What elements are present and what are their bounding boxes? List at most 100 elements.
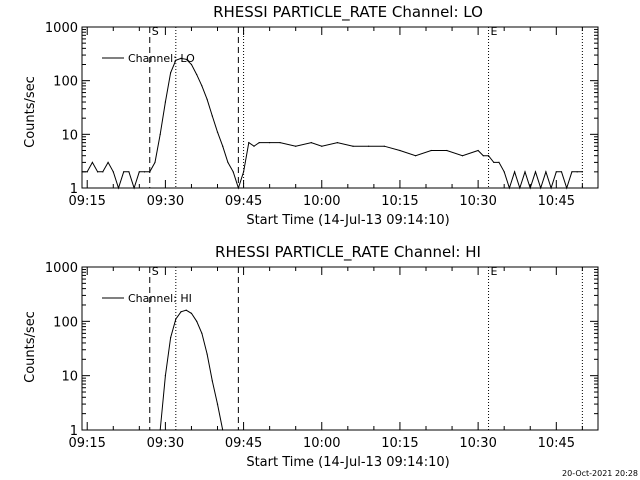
data-point (461, 155, 464, 157)
data-point (91, 161, 94, 163)
x-tick-label: 09:15 (68, 194, 105, 209)
x-tick-label: 09:45 (225, 436, 262, 451)
data-point (180, 311, 182, 313)
data-point (534, 171, 537, 173)
data-point (430, 149, 432, 152)
data-point (368, 145, 370, 147)
data-point (232, 171, 234, 173)
data-point (206, 353, 208, 355)
data-point (143, 171, 146, 173)
x-tick-label: 10:45 (538, 436, 575, 451)
data-point (514, 171, 516, 173)
y-tick-label: 1 (70, 182, 78, 197)
data-point (237, 187, 239, 189)
data-point (196, 320, 198, 322)
data-point (258, 142, 260, 144)
data-point (310, 142, 312, 144)
data-point (201, 332, 203, 334)
data-point (102, 171, 104, 173)
data-point (164, 375, 166, 377)
data-point (550, 187, 552, 189)
data-point (201, 85, 203, 87)
data-point (185, 309, 187, 311)
data-point (211, 115, 213, 117)
data-point (216, 131, 219, 133)
data-point (211, 380, 213, 382)
event-marker-label: E (491, 25, 498, 38)
data-point (123, 171, 125, 173)
event-marker-label: S (152, 25, 159, 38)
data-point (222, 429, 224, 431)
y-tick-label: 1000 (45, 261, 78, 276)
x-tick-label: 10:30 (459, 194, 496, 209)
data-point (175, 318, 177, 320)
data-point (524, 171, 526, 173)
x-tick-label: 10:45 (538, 194, 575, 209)
data-point (446, 149, 448, 152)
data-point (352, 145, 354, 147)
data-point (128, 171, 130, 173)
data-point (133, 187, 135, 189)
data-point (185, 58, 187, 60)
data-point (138, 171, 140, 173)
y-axis-label-lo: Counts/sec (23, 76, 38, 148)
data-point (477, 149, 479, 152)
legend-label: Channel: LO (128, 52, 195, 65)
data-point (383, 145, 385, 147)
x-tick-label: 09:30 (147, 436, 184, 451)
data-point (571, 171, 573, 173)
data-point (482, 155, 484, 157)
chart-panel-hi: RHESSI PARTICLE_RATE Channel: HI Counts/… (23, 243, 599, 470)
data-point (493, 161, 495, 163)
data-point (175, 59, 177, 61)
data-point (117, 187, 120, 189)
footer-timestamp: 20-Oct-2021 20:28 (562, 469, 638, 478)
plot-frame (81, 26, 599, 189)
y-tick-label: 10 (61, 370, 78, 385)
y-tick-label: 10 (61, 128, 78, 143)
data-point (81, 171, 83, 173)
data-point (180, 57, 182, 59)
data-point (399, 149, 401, 152)
x-tick-label: 10:15 (381, 436, 418, 451)
data-point (336, 142, 338, 144)
x-tick-label: 09:30 (147, 194, 184, 209)
data-point (97, 171, 99, 173)
data-point (107, 161, 109, 163)
data-point (545, 171, 547, 173)
data-point (190, 312, 193, 314)
x-tick-label: 10:00 (303, 194, 340, 209)
x-tick-label: 10:00 (303, 436, 340, 451)
plot-area-hi: 09:15 09:30 09:45 10:00 10:15 10:30 10:45 1 10 10… (45, 261, 599, 451)
data-point (508, 187, 510, 189)
plot-area-lo: 09:15 09:30 09:45 10:00 10:15 10:30 10:45 1 10 10… (45, 21, 599, 209)
y-tick-label: 1 (70, 424, 78, 439)
data-point (487, 155, 490, 157)
data-point (295, 145, 297, 147)
event-marker-label: S (152, 265, 159, 278)
data-point (519, 187, 521, 189)
data-point (112, 171, 114, 173)
data-point (503, 171, 505, 173)
plot-frame (81, 266, 599, 431)
event-marker-label: E (491, 265, 498, 278)
x-tick-label: 10:15 (381, 194, 418, 209)
data-point (269, 142, 271, 144)
data-point (159, 133, 161, 135)
data-point (227, 161, 229, 163)
y-tick-label: 1000 (45, 21, 78, 36)
y-tick-label: 100 (53, 315, 78, 330)
series-line (159, 309, 224, 431)
data-point (216, 403, 219, 405)
data-point (560, 171, 563, 173)
data-point (529, 187, 531, 189)
x-axis-label-hi: Start Time (14-Jul-13 09:14:10) (246, 455, 449, 470)
y-tick-label: 100 (53, 75, 78, 90)
data-point (581, 171, 583, 173)
series-line (82, 57, 583, 190)
data-point (279, 142, 281, 144)
data-point (196, 73, 198, 76)
legend-label: Channel: HI (128, 292, 192, 305)
data-point (170, 337, 172, 339)
